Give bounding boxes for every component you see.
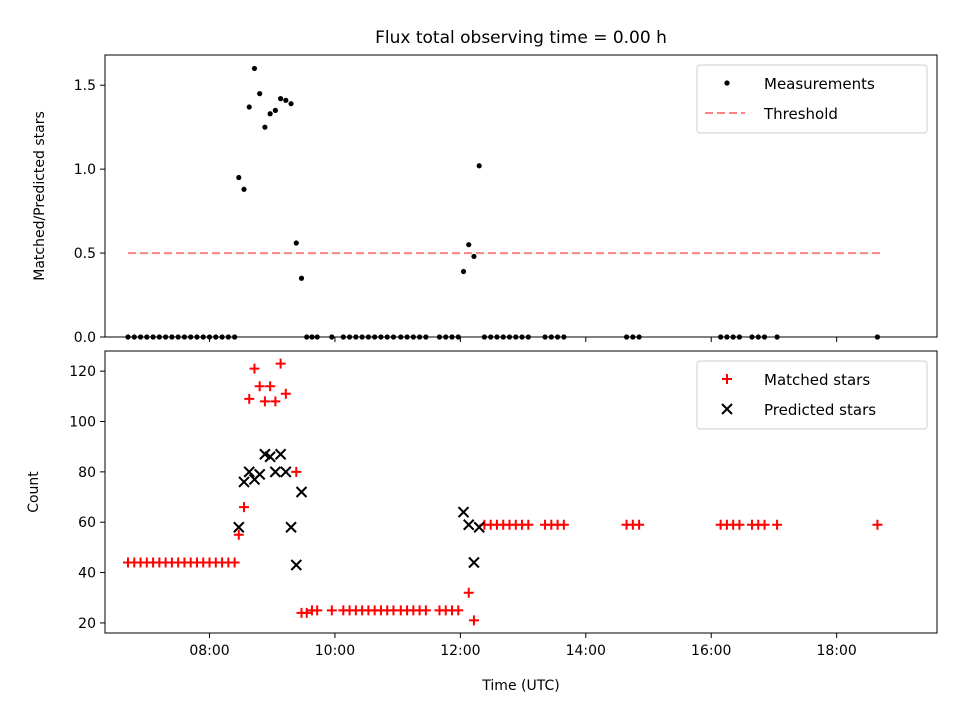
matched-stars-point [280,388,291,399]
top-y-tick-label: 1.0 [74,162,96,178]
bottom-x-tick-label: 18:00 [816,643,856,659]
top-legend-label: Threshold [763,105,838,123]
bottom-legend-label: Predicted stars [764,401,876,419]
predicted-stars-point [457,506,470,518]
bottom-y-tick-label: 40 [78,566,96,582]
matched-stars-point [301,607,312,618]
matched-stars-point [772,519,783,530]
legend-predicted-swatch [721,403,733,415]
predicted-stars-point [285,521,297,533]
measurement-point [257,91,263,97]
bottom-legend-label: Matched stars [764,371,870,389]
bottom-x-tick-label: 12:00 [440,643,480,659]
predicted-stars-point [243,466,255,478]
matched-stars-point [259,396,270,407]
bottom-y-axis-label: Count [26,471,42,513]
top-y-tick-label: 0.5 [74,246,96,262]
measurement-point [293,240,299,246]
matched-stars-point [244,393,255,404]
predicted-stars-point [253,468,266,481]
measurement-point [466,242,472,248]
bottom-x-tick-label: 08:00 [189,643,229,659]
matched-stars-point [239,502,250,513]
measurement-point [272,107,278,113]
matched-stars-point [229,557,240,568]
predicted-stars-point [280,466,292,478]
bottom-x-tick-label: 10:00 [315,643,355,659]
matched-stars-point [872,519,883,530]
top-y-tick-label: 0.0 [74,330,96,346]
measurement-point [262,124,268,130]
matched-stars-point [759,519,770,530]
predicted-stars-point [295,486,308,498]
matched-stars-point [291,466,302,477]
matched-stars-point [463,587,474,598]
predicted-stars-point [233,521,245,533]
matched-stars-point [233,529,244,540]
bottom-x-axis-label: Time (UTC) [481,678,559,694]
measurement-point [241,186,247,192]
bottom-x-tick-label: 16:00 [691,643,731,659]
matched-stars-point [453,605,464,616]
top-legend: Measurements Threshold [696,64,928,134]
bottom-plot-frame [104,350,938,634]
legend-measurement-swatch [724,80,730,86]
bottom-y-tick-label: 80 [78,465,96,481]
matched-stars-point [312,605,323,616]
bottom-x-tick-label: 14:00 [566,643,606,659]
matched-stars-point [249,363,260,374]
bottom-series-matched-stars [122,358,883,626]
predicted-stars-point [238,476,250,488]
measurement-point [246,104,252,110]
measurement-point [236,174,242,181]
top-legend-label: Measurements [764,75,875,93]
bottom-plot-area: 20 40 60 80 100 120 08:00 10:00 12:00 14:00 16:00 1… [69,358,883,659]
matched-stars-point [523,519,534,530]
measurement-point [251,65,258,72]
predicted-stars-point [264,451,276,463]
matched-stars-point [558,519,569,530]
predicted-stars-point [473,521,485,533]
predicted-stars-point [269,466,282,478]
measurement-point [283,97,289,103]
measurement-point [288,101,294,107]
top-y-tick-label: 1.5 [74,78,96,94]
matched-stars-point [734,519,745,530]
matched-stars-point [254,381,265,392]
bottom-y-tick-label: 120 [69,364,96,380]
bottom-legend-box [696,360,928,430]
measurement-point [476,163,482,169]
predicted-stars-point [468,556,480,569]
measurement-point [277,96,284,102]
matched-stars-point [270,396,281,407]
top-y-axis-label: Matched/Predicted stars [32,111,48,281]
legend-matched-swatch [722,374,732,384]
top-plot-frame [104,54,938,338]
matched-stars-point [265,381,276,392]
predicted-stars-point [290,559,302,571]
top-chart-title: Flux total observing time = 0.00 h [375,28,667,48]
bottom-y-tick-label: 60 [78,515,96,531]
measurement-point [267,111,273,117]
matched-stars-point [634,519,645,530]
bottom-series-predicted-stars [233,448,485,571]
matched-stars-point [326,605,337,616]
predicted-stars-point [274,448,287,460]
measurement-point [460,268,467,275]
matched-stars-point [468,615,479,626]
top-legend-box [696,64,928,134]
measurement-point [471,253,477,260]
matched-stars-point [275,358,286,369]
bottom-y-tick-label: 20 [78,616,96,632]
predicted-stars-point [463,519,475,531]
bottom-legend: Matched stars Predicted stars [696,360,928,430]
measurement-point [298,275,305,281]
matched-stars-point [420,605,431,616]
bottom-y-tick-label: 100 [69,415,96,431]
